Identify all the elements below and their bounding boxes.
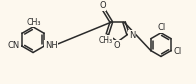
Text: CH₃: CH₃ bbox=[27, 17, 41, 27]
Text: CH₃: CH₃ bbox=[98, 36, 113, 45]
Text: O: O bbox=[99, 1, 106, 10]
Text: Cl: Cl bbox=[174, 47, 182, 56]
Text: O: O bbox=[113, 41, 120, 50]
Text: Cl: Cl bbox=[158, 23, 166, 32]
Text: CN: CN bbox=[8, 41, 20, 50]
Text: NH: NH bbox=[45, 41, 57, 50]
Text: N: N bbox=[129, 31, 135, 40]
